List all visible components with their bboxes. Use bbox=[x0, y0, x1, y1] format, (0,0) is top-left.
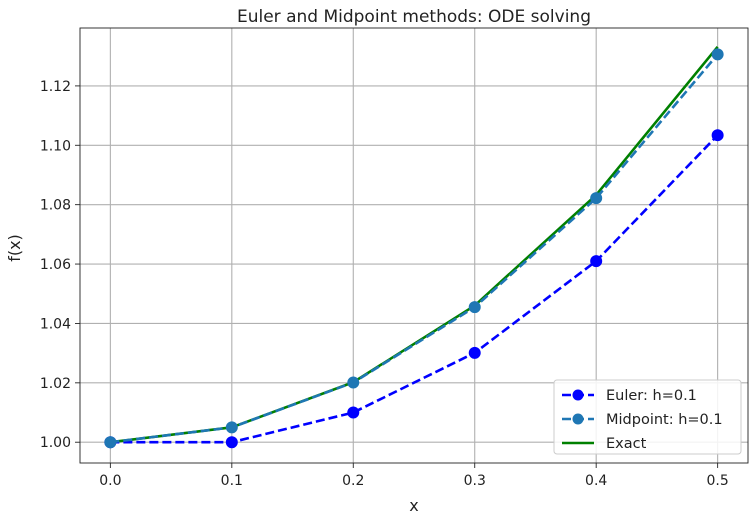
legend-marker bbox=[572, 389, 584, 401]
x-tick-label: 0.1 bbox=[221, 473, 243, 489]
chart-title: Euler and Midpoint methods: ODE solving bbox=[237, 7, 591, 27]
legend-label: Midpoint: h=0.1 bbox=[606, 412, 723, 428]
y-tick-label: 1.06 bbox=[40, 257, 71, 273]
legend: Euler: h=0.1 Midpoint: h=0.1 Exact bbox=[553, 379, 742, 455]
legend-label: Euler: h=0.1 bbox=[606, 388, 697, 404]
x-tick-label: 0.4 bbox=[585, 473, 607, 489]
ticks: 0.0 0.1 0.2 0.3 0.4 0.5 1.00 1.02 1.04 1.06 1.08 1.… bbox=[40, 79, 729, 489]
data-point bbox=[590, 255, 603, 268]
data-point bbox=[590, 192, 603, 205]
grid bbox=[80, 28, 748, 463]
x-tick-label: 0.2 bbox=[342, 473, 364, 489]
data-point bbox=[225, 421, 238, 434]
series-line bbox=[110, 134, 719, 444]
series-exact bbox=[110, 46, 719, 444]
series-line bbox=[110, 46, 719, 444]
x-axis-label: x bbox=[409, 496, 418, 515]
data-point bbox=[468, 301, 481, 314]
x-tick-label: 0.5 bbox=[707, 473, 729, 489]
x-tick-label: 0.0 bbox=[99, 473, 121, 489]
legend-item: Euler: h=0.1 bbox=[562, 388, 697, 404]
y-tick-label: 1.12 bbox=[40, 79, 71, 95]
legend-marker bbox=[572, 413, 584, 425]
data-point bbox=[347, 406, 360, 419]
series-line bbox=[110, 53, 719, 444]
data-point bbox=[711, 48, 724, 61]
y-tick-label: 1.08 bbox=[40, 198, 71, 214]
data-point bbox=[468, 346, 481, 359]
series-layer bbox=[104, 46, 724, 449]
legend-box bbox=[553, 379, 742, 455]
data-point bbox=[225, 436, 238, 449]
y-tick-label: 1.04 bbox=[40, 316, 71, 332]
legend-item: Exact bbox=[562, 436, 647, 452]
y-tick-label: 1.10 bbox=[40, 138, 71, 154]
x-tick-label: 0.3 bbox=[464, 473, 486, 489]
data-point bbox=[347, 376, 360, 389]
y-tick-label: 1.00 bbox=[40, 435, 71, 451]
series-euler-h-0-1 bbox=[104, 129, 724, 449]
y-tick-label: 1.02 bbox=[40, 376, 71, 392]
y-axis-label: f(x) bbox=[5, 234, 24, 262]
plot-frame bbox=[79, 27, 749, 464]
data-point bbox=[711, 129, 724, 142]
legend-label: Exact bbox=[606, 436, 647, 452]
series-midpoint-h-0-1 bbox=[104, 48, 724, 449]
legend-item: Midpoint: h=0.1 bbox=[562, 412, 723, 428]
data-point bbox=[104, 436, 117, 449]
